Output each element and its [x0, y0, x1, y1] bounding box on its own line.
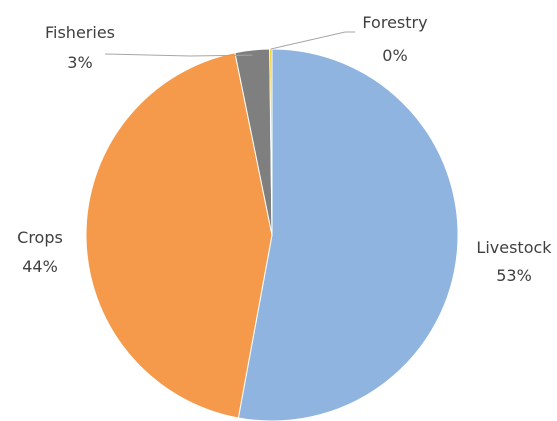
- leader-lines: [104, 31, 355, 57]
- slice-label-forestry-name: Forestry: [362, 13, 427, 32]
- slice-label-crops-value: 44%: [22, 257, 58, 276]
- slice-label-livestock-name: Livestock: [476, 238, 552, 257]
- slice-label-fisheries-name: Fisheries: [45, 23, 115, 42]
- pie-slice-crops: [85, 52, 273, 419]
- slice-label-livestock-value: 53%: [496, 266, 532, 285]
- pie-slices: [85, 48, 459, 421]
- leader-line-fisheries: [104, 53, 253, 57]
- leader-line-forestry: [270, 31, 355, 50]
- slice-label-crops-name: Crops: [17, 228, 63, 247]
- pie-slice-livestock: [237, 48, 459, 421]
- slice-label-forestry-value: 0%: [382, 46, 407, 65]
- slice-label-fisheries-value: 3%: [67, 53, 92, 72]
